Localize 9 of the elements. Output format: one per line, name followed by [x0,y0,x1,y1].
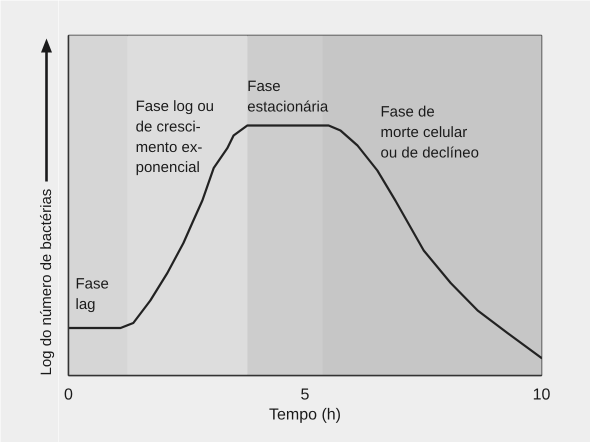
band-label: Fase lag [76,276,109,313]
band-label: Fase log ou de cresci- mento ex- ponencial [136,98,214,176]
band-label: Fase estacionária [247,78,329,116]
x-tick-label: 5 [300,386,310,404]
band-label: Fase de morte celular ou de declíneo [380,104,479,162]
x-tick-label: 0 [64,386,74,404]
x-tick-label: 10 [532,386,550,404]
y-axis-title: Log do número de bactérias [38,188,55,376]
x-axis-title: Tempo (h) [268,406,342,424]
